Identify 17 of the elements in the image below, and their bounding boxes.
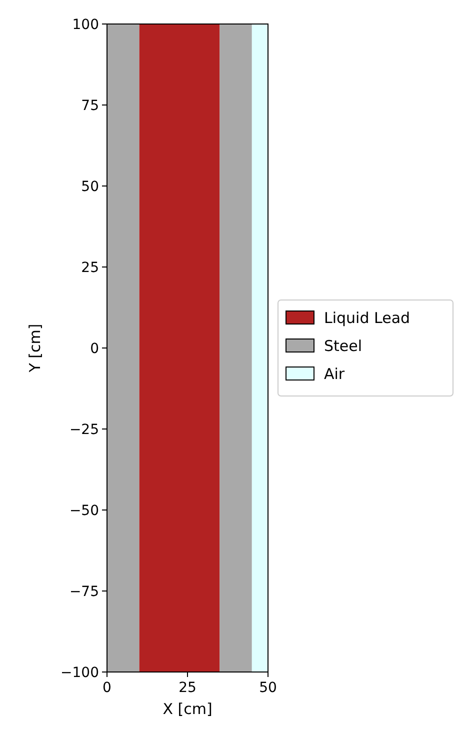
y-tick-label: 0 (90, 340, 99, 357)
y-tick-label: −75 (69, 584, 99, 600)
y-tick-label: 25 (81, 260, 99, 276)
y-tick-label: −25 (69, 422, 99, 438)
legend-label: Steel (324, 337, 362, 355)
y-tick-label: −50 (69, 502, 99, 519)
y-tick-label: 50 (81, 178, 99, 195)
y-tick-label: −100 (60, 664, 99, 681)
x-axis-title: X [cm] (162, 700, 212, 718)
legend-label: Air (324, 365, 346, 383)
text: Liquid Lead (324, 309, 410, 327)
x-tick-label: 50 (259, 680, 277, 696)
y-tick-label: 100 (72, 16, 99, 33)
x-tick-label: 25 (178, 680, 196, 696)
y-axis-title: Y [cm] (26, 324, 44, 374)
y-tick-label: 75 (81, 98, 99, 114)
x-tick-label: 0 (102, 680, 112, 696)
